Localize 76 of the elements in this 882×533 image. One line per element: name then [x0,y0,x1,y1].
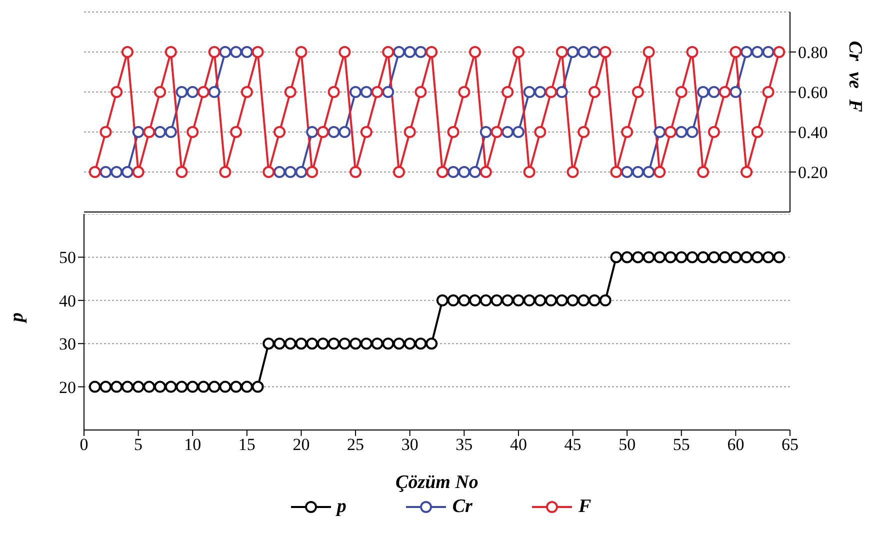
point [566,46,579,58]
point [219,46,232,58]
point [556,86,568,98]
point [350,86,362,98]
point [654,126,666,138]
point [414,46,427,58]
x-tick-label: 5 [134,435,143,454]
point [697,86,710,98]
x-tick-label: 45 [564,435,582,454]
point [164,126,177,138]
point [578,46,590,58]
point [154,126,166,138]
x-tick-label: 65 [782,435,798,454]
x-tick-label: 35 [456,435,473,454]
point [708,86,720,98]
y2-tick-label: 0.60 [798,83,828,102]
point [523,86,536,98]
x-tick-label: 15 [238,435,256,454]
point [100,166,112,178]
point [338,126,351,138]
point [740,46,753,58]
point [284,166,296,178]
point [360,86,372,98]
point [632,166,644,178]
point [240,46,253,58]
point [686,126,698,138]
x-axis-title: Çözüm No [396,472,478,493]
point [534,86,546,98]
point [447,166,460,178]
y-tick-label: 30 [59,334,76,354]
x-tick-label: 25 [347,435,364,454]
x-tick-label: 60 [727,435,744,454]
x-tick-label: 30 [401,435,418,454]
point [512,126,524,138]
x-tick-label: 50 [618,435,636,454]
point [642,166,655,178]
point [404,46,416,58]
y2-axis-title: Cr ve F [844,40,866,112]
y-tick-label: 20 [59,378,76,397]
point [762,46,774,58]
point [274,166,286,178]
point [110,166,123,178]
y-tick-label: 40 [59,291,76,310]
legend-label: F [578,496,592,518]
point [176,86,188,98]
point [675,126,688,138]
point [730,86,742,98]
legend-label: Cr [452,496,472,518]
point [186,86,199,98]
y2-tick-label: 0.80 [798,43,828,62]
x-tick-label: 0 [80,435,88,454]
point [208,86,220,98]
point [588,46,600,58]
y2-tick-label: 0.20 [798,163,828,182]
point [469,166,482,178]
x-tick-label: 10 [184,435,202,454]
point [392,46,405,58]
legend-label: p [336,496,346,518]
y2-tick-label: 0.40 [798,123,828,142]
y-tick-label: 50 [59,248,76,268]
point [458,166,470,178]
point [621,166,634,178]
point [306,126,318,138]
point [480,126,492,138]
point [121,166,134,178]
point [328,126,340,138]
x-tick-label: 20 [292,435,310,454]
x-tick-label: 40 [510,435,527,454]
point [502,126,514,138]
point [751,46,764,58]
point [132,126,144,138]
point [382,86,394,98]
point [295,166,308,178]
x-tick-label: 55 [672,435,690,454]
point [230,46,242,58]
y-axis-title: p [6,312,28,324]
